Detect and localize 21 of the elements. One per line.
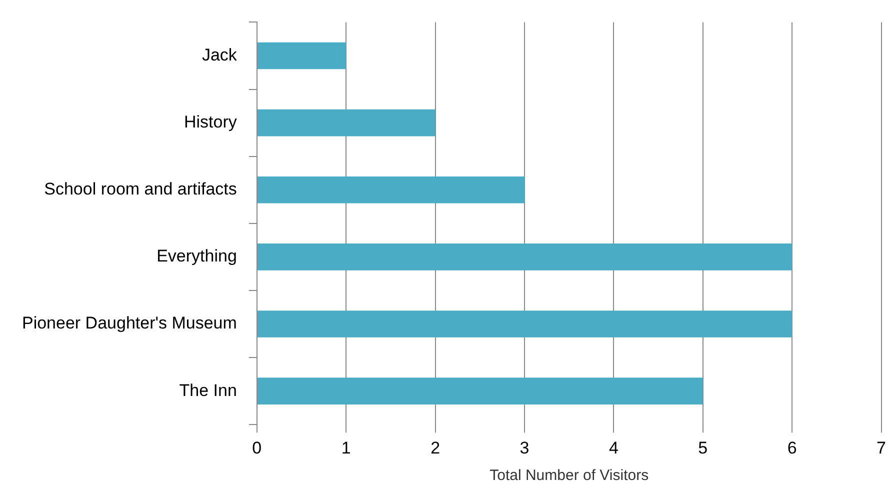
x-tick-label: 7	[876, 438, 886, 458]
x-axis-title: Total Number of Visitors	[490, 467, 649, 484]
y-tick-label: Everything	[156, 246, 237, 266]
x-tick-label: 5	[698, 438, 708, 458]
y-tick-label: School room and artifacts	[44, 180, 237, 199]
x-tick-label: 0	[252, 438, 262, 458]
y-tick-label: Pioneer Daughter's Museum	[22, 314, 237, 333]
x-tick-label: 3	[520, 438, 530, 458]
y-tick-label: History	[184, 112, 238, 132]
bar	[257, 176, 524, 204]
x-tick-label: 4	[608, 438, 618, 458]
bar	[257, 42, 346, 70]
bar	[257, 378, 703, 404]
x-tick-label: 6	[787, 438, 797, 458]
y-tick-label: The Inn	[179, 380, 237, 400]
bar	[257, 310, 792, 338]
bar	[257, 109, 436, 136]
x-tick-label: 1	[341, 438, 351, 458]
bar	[257, 244, 792, 270]
y-tick-label: Jack	[202, 45, 238, 64]
x-tick-label: 2	[430, 438, 440, 458]
